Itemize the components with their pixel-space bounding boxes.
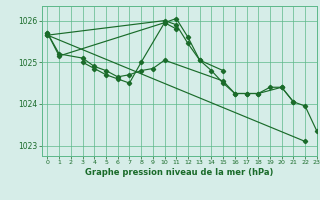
X-axis label: Graphe pression niveau de la mer (hPa): Graphe pression niveau de la mer (hPa) — [85, 168, 273, 177]
